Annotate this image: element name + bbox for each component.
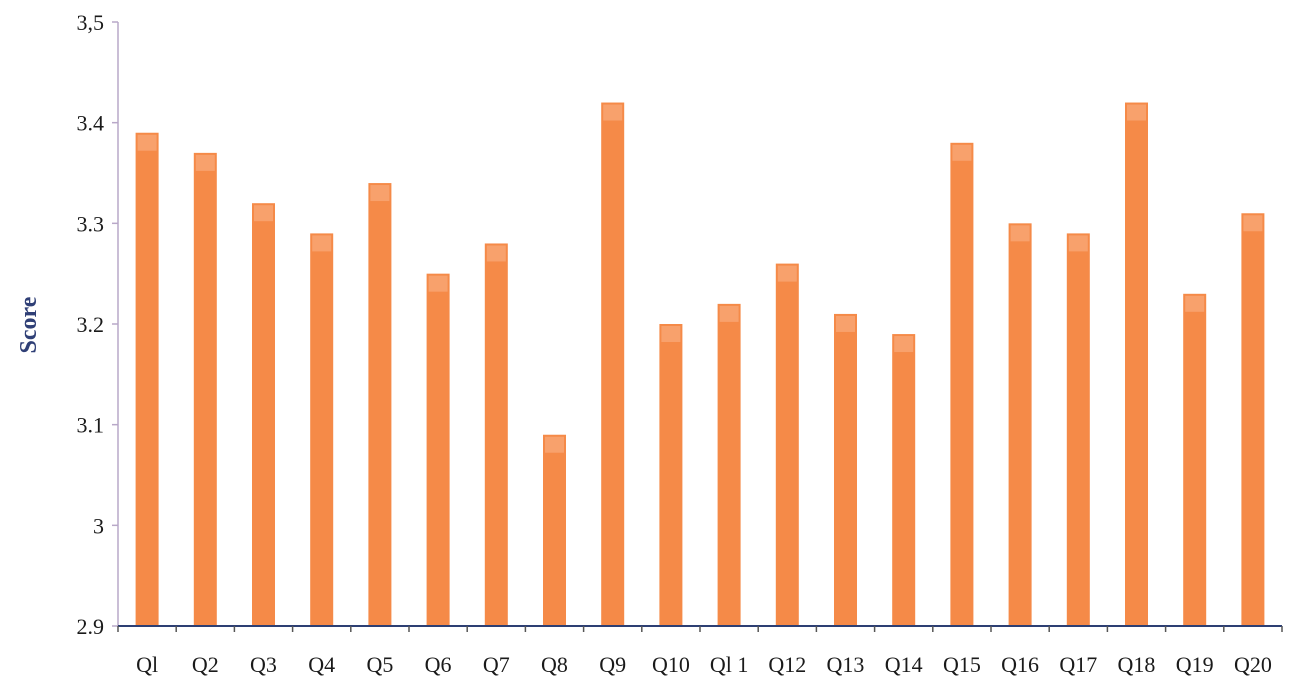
x-axis: Ql Q2 Q3 Q4 Q5 Q6 Q7 Q8 Q9 Q10 Ql 1 Q12 Q13 Q14 Q15 Q16… [117,625,1283,677]
y-tick-label: 3 [93,513,104,538]
x-tick-label: Q18 [1118,652,1156,677]
bar-highlight [952,144,972,161]
bar-highlight [661,326,681,342]
bar-highlight [1068,235,1088,252]
y-tick-label: 3.2 [77,312,105,337]
bar-highlight [254,205,273,222]
x-tick-label: Q19 [1176,652,1214,677]
y-tick-label: 3.4 [77,111,105,136]
x-tick-label: Q9 [599,652,626,677]
bar [834,313,857,626]
bar [135,132,159,626]
x-tick-label: Q16 [1001,652,1039,677]
bar [484,243,508,626]
y-tick-label: 3,5 [77,10,105,35]
bar-highlight [370,185,390,202]
x-tick-label: Q7 [483,652,510,677]
y-tick-label: 3.3 [77,211,105,236]
bar [717,303,741,626]
bar [426,273,450,626]
bars [135,102,1265,627]
x-tick-label: Q20 [1234,652,1272,677]
y-axis-title: Score [16,296,42,353]
bar [1008,223,1032,627]
x-tick-label: Q4 [308,652,335,677]
bar-highlight [1010,225,1030,242]
bar-highlight [545,436,564,453]
bar-highlight [428,275,448,292]
bar [950,142,974,627]
bar-highlight [195,154,215,171]
bar [252,203,275,626]
bar [1183,293,1207,626]
bar [1066,233,1090,626]
bar [543,434,566,626]
bar-highlight [1127,104,1146,121]
x-tick-label: Q8 [541,652,568,677]
bar-highlight [836,315,855,332]
bar [193,152,217,626]
bar-highlight [1185,295,1205,312]
x-tick-label: Q14 [885,652,923,677]
bar [892,334,916,626]
x-tick-label: Ql 1 [710,652,749,677]
bar [775,263,799,626]
x-tick-label: Q15 [943,652,981,677]
x-tick-label: Ql [136,652,158,677]
x-tick-label: Q17 [1059,652,1097,677]
x-tick-label: Q10 [652,652,690,677]
y-tick-label: 2.9 [77,614,105,639]
bar [1241,213,1265,626]
x-tick-label: Q3 [250,652,277,677]
bar [601,102,625,627]
bar-highlight [719,305,739,322]
bar-highlight [603,104,623,121]
x-tick-label: Q13 [827,652,865,677]
bar-highlight [894,336,914,353]
bar-highlight [1243,215,1263,232]
x-tick-label: Q5 [366,652,393,677]
bar-highlight [137,134,157,151]
bar-highlight [777,265,797,282]
bar-highlight [312,235,332,252]
x-tick-label: Q6 [425,652,452,677]
bar [659,324,683,626]
bar [368,183,392,627]
y-tick-label: 3.1 [77,413,105,438]
x-tick-label: Q12 [768,652,806,677]
bar [1125,102,1148,627]
bar [310,233,334,626]
bar-highlight [486,245,506,262]
x-tick-label: Q2 [192,652,219,677]
y-axis: 2.9 3 3.1 3.2 3.3 3.4 3,5 [77,10,119,639]
